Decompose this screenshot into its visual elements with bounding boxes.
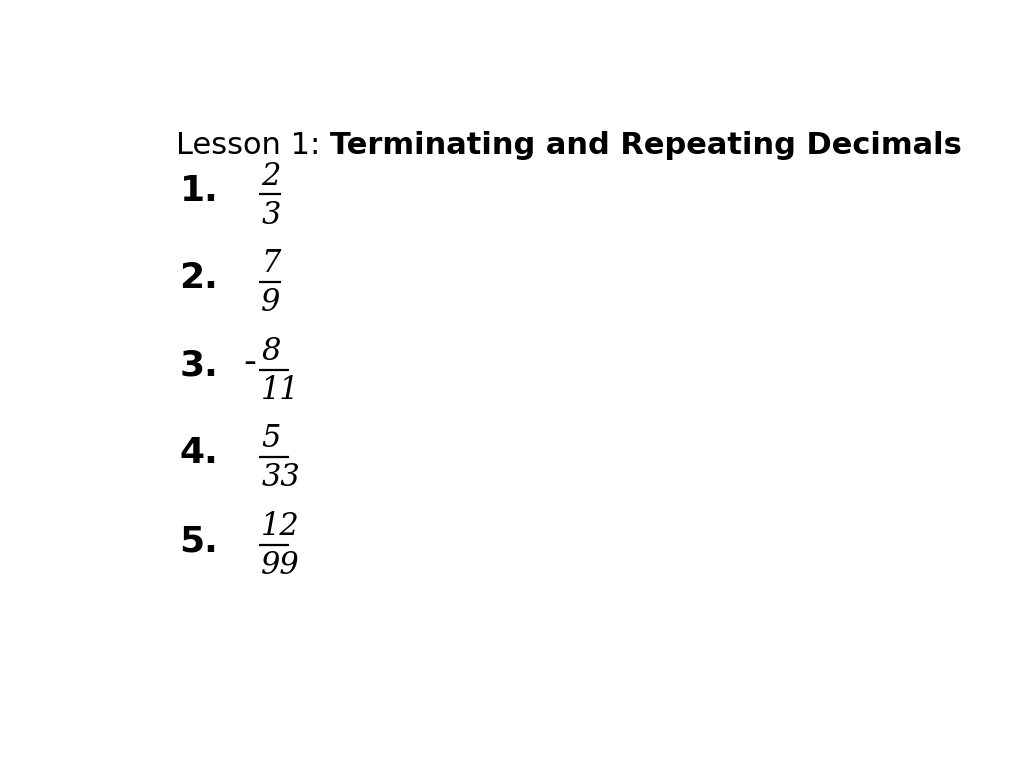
Text: 9: 9 bbox=[261, 287, 281, 318]
Text: Terminating and Repeating Decimals: Terminating and Repeating Decimals bbox=[330, 131, 962, 160]
Text: -: - bbox=[243, 345, 256, 379]
Text: 1.: 1. bbox=[179, 174, 218, 208]
Text: 7: 7 bbox=[261, 248, 281, 279]
Text: 4.: 4. bbox=[179, 436, 218, 471]
Text: 5.: 5. bbox=[179, 524, 218, 558]
Text: 11: 11 bbox=[261, 375, 300, 406]
Text: 99: 99 bbox=[261, 550, 300, 581]
Text: 3: 3 bbox=[261, 200, 281, 230]
Text: 33: 33 bbox=[261, 462, 300, 493]
Text: 2.: 2. bbox=[179, 261, 218, 296]
Text: 5: 5 bbox=[261, 423, 281, 454]
Text: Lesson 1:: Lesson 1: bbox=[176, 131, 330, 160]
Text: 2: 2 bbox=[261, 161, 281, 192]
Text: 12: 12 bbox=[261, 511, 300, 541]
Text: 3.: 3. bbox=[179, 349, 218, 383]
Text: 8: 8 bbox=[261, 336, 281, 366]
